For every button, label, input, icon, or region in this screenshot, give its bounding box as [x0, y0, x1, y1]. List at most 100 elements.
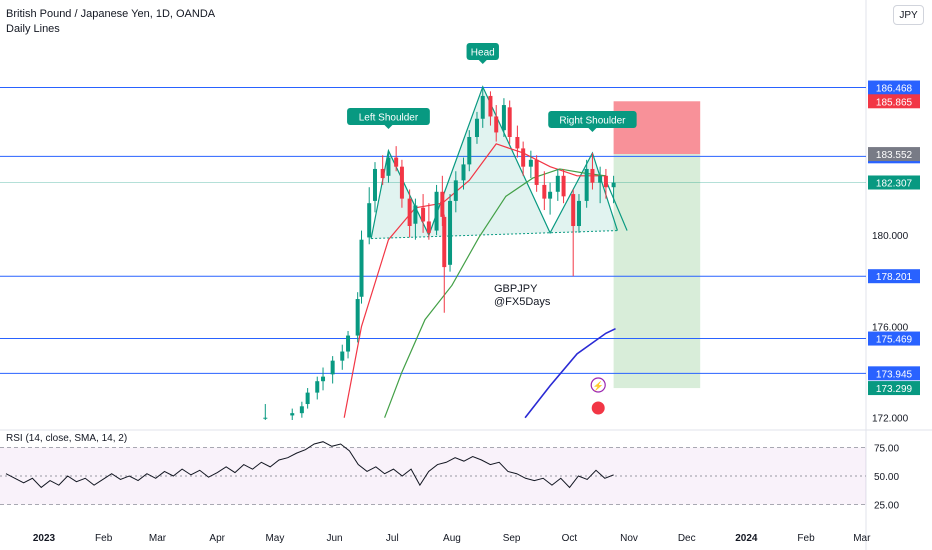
candle-body	[394, 157, 399, 167]
price-tag-text: 186.468	[876, 84, 913, 95]
candle	[528, 150, 533, 179]
candle-body	[372, 168, 377, 201]
left-shoulder-label-pointer	[384, 125, 393, 129]
candle-body	[407, 198, 412, 227]
candle-body	[555, 175, 560, 192]
right-shoulder-label: Right Shoulder	[548, 111, 637, 132]
currency-button[interactable]: JPY	[893, 5, 924, 25]
time-tick: Apr	[209, 533, 225, 544]
candle	[561, 168, 566, 204]
time-tick: 2023	[33, 533, 56, 544]
candle	[413, 198, 418, 240]
candle	[488, 91, 493, 126]
candle	[480, 86, 485, 128]
candle-body	[453, 180, 458, 201]
moving-average-2	[524, 327, 616, 419]
price-tag-text: 173.945	[876, 369, 913, 380]
trade-setup	[613, 101, 701, 389]
head-label-bg	[466, 43, 499, 60]
candles	[263, 86, 616, 420]
candle	[315, 376, 320, 400]
rsi-tick: 25.00	[874, 501, 899, 512]
rsi-pane: RSI (14, close, SMA, 14, 2)	[0, 433, 866, 505]
candle-body	[584, 168, 589, 201]
time-tick: Nov	[620, 533, 638, 544]
candle	[421, 194, 426, 233]
time-tick: Jun	[327, 533, 343, 544]
rsi-line	[5, 441, 614, 489]
candle-body	[548, 191, 553, 199]
candle	[305, 388, 310, 409]
candle	[299, 401, 304, 418]
price-tag-bg	[868, 331, 920, 346]
chart-title: British Pound / Japanese Yen, 1D, OANDA	[6, 8, 216, 20]
candle-body	[501, 105, 506, 131]
candle	[542, 171, 547, 211]
time-tick: May	[265, 533, 284, 544]
candle-body	[442, 216, 447, 268]
candle	[359, 230, 364, 304]
candle-body	[561, 175, 566, 197]
candle-body	[576, 200, 581, 227]
candle	[571, 189, 576, 277]
candle	[584, 159, 589, 208]
candle	[355, 292, 360, 343]
candle	[521, 141, 526, 176]
price-tag-bg	[868, 94, 920, 109]
price-tag-bg	[868, 175, 920, 190]
candle	[340, 344, 345, 370]
candle-body	[467, 137, 472, 165]
price-tag: 183.552	[868, 147, 920, 162]
candle	[453, 171, 458, 213]
price-tag-text: 182.307	[876, 178, 913, 189]
candle	[330, 356, 335, 384]
candle	[372, 162, 377, 213]
candle-body	[515, 137, 520, 149]
time-tick: Sep	[503, 533, 521, 544]
projection-line	[605, 180, 628, 231]
candle	[394, 146, 399, 172]
chart-subtitle: Daily Lines	[6, 23, 60, 35]
candle	[442, 214, 447, 313]
price-tag: 178.201	[868, 269, 920, 284]
price-tag: 173.299	[868, 381, 920, 396]
candle-body	[340, 351, 345, 361]
author-annotation: @FX5Days	[494, 296, 551, 308]
candle	[263, 404, 268, 420]
candle-body	[521, 148, 526, 167]
candle-body	[590, 168, 595, 183]
candle	[386, 150, 391, 183]
left-shoulder-label: Left Shoulder	[347, 108, 430, 129]
candle-body	[434, 191, 439, 231]
candle	[534, 155, 539, 192]
time-tick: Mar	[149, 533, 167, 544]
head-label-text: Head	[471, 48, 495, 59]
candle-body	[461, 164, 466, 181]
rsi-label: RSI (14, close, SMA, 14, 2)	[6, 433, 127, 444]
candle-body	[480, 95, 485, 119]
candle-body	[263, 417, 268, 419]
candle-body	[474, 118, 479, 138]
price-tick: 172.000	[872, 414, 909, 425]
candle-body	[440, 191, 445, 217]
candle-body	[571, 194, 576, 227]
candle	[590, 152, 595, 190]
candle	[407, 189, 412, 238]
symbol-annotation: GBPJPY	[494, 283, 538, 295]
plot-background	[0, 0, 866, 550]
price-tag-text: 185.865	[876, 97, 913, 108]
candle	[603, 168, 608, 199]
candle	[507, 100, 512, 144]
candle-body	[367, 203, 372, 238]
rsi-tick: 50.00	[874, 472, 899, 483]
candle-body	[305, 392, 310, 405]
price-tag-bg	[868, 269, 920, 284]
left-shoulder-label-bg	[347, 108, 430, 125]
neckline	[371, 230, 618, 240]
candle-body	[386, 157, 391, 176]
candle-body	[611, 182, 616, 188]
candle	[611, 175, 616, 204]
price-tag-text: 183.552	[876, 150, 913, 161]
candle	[461, 157, 466, 190]
